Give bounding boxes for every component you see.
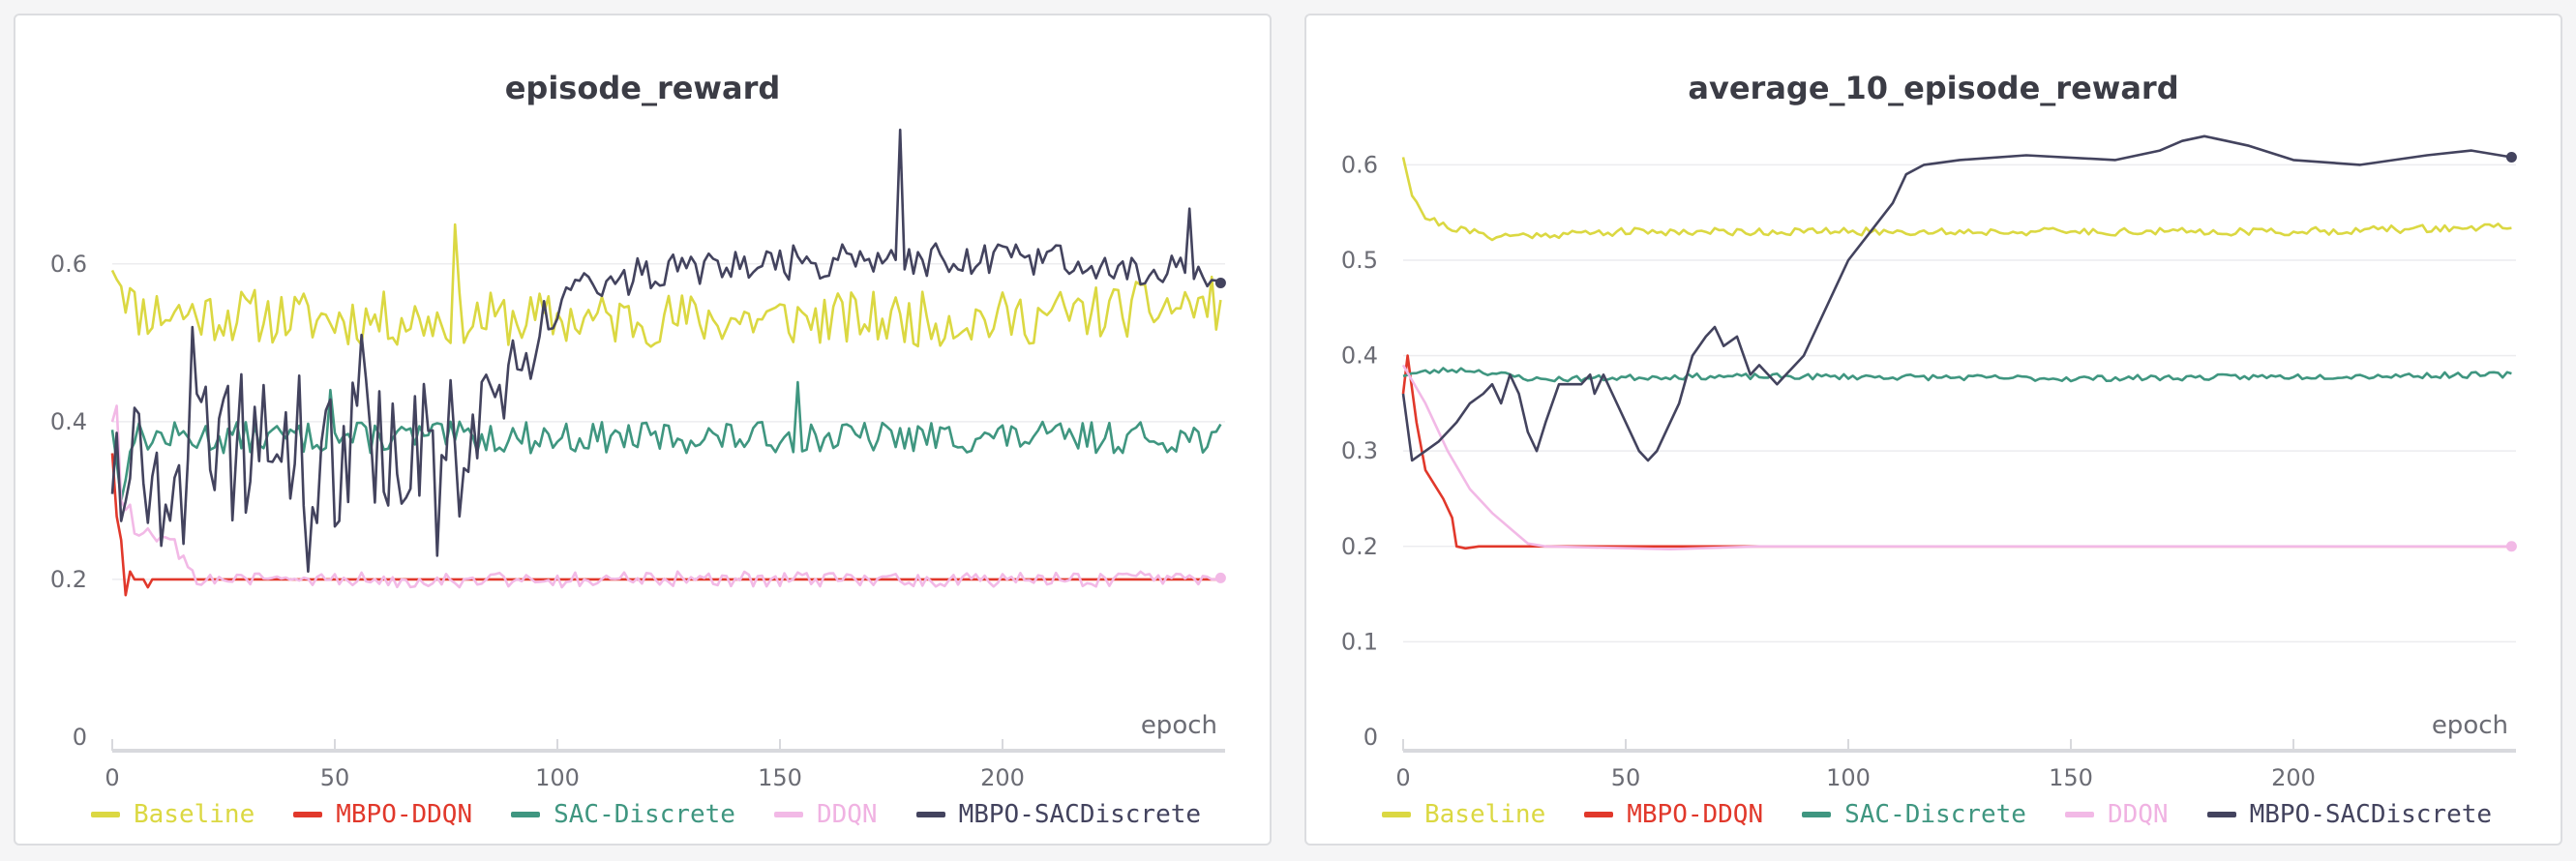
series-line-mbpo-ddqn (110, 453, 1221, 597)
legend-label: DDQN (2107, 800, 2169, 829)
legend-item-baseline[interactable]: Baseline (1382, 800, 1545, 829)
legend-swatch (1584, 812, 1614, 817)
x-tick-label: 150 (2049, 764, 2093, 791)
x-tick-label: 200 (2271, 764, 2316, 791)
x-axis-title: epoch (1141, 711, 1217, 740)
legend-label: MBPO-SACDiscrete (2249, 800, 2493, 829)
y-tick-label: 0.3 (1341, 437, 1378, 464)
legend-label: MBPO-DDQN (336, 800, 473, 829)
series-end-point (1214, 277, 1226, 288)
series-end-point (2505, 151, 2517, 163)
legend-item-mbpo-ddqn[interactable]: MBPO-DDQN (293, 800, 472, 829)
legend-item-mbpo-sacdiscrete[interactable]: MBPO-SACDiscrete (2206, 800, 2493, 829)
x-axis-title: epoch (2432, 711, 2508, 740)
y-tick-label: 0.2 (50, 566, 87, 593)
series-line-ddqn (1401, 364, 2512, 550)
x-tick-label: 0 (105, 764, 119, 791)
x-tick-label: 200 (980, 764, 1025, 791)
legend-item-baseline[interactable]: Baseline (91, 800, 255, 829)
series-line-ddqn (110, 404, 1221, 589)
series-line-mbpo-sacdiscrete (110, 128, 1222, 574)
x-tick-label: 50 (320, 764, 350, 791)
legend-label: Baseline (134, 800, 255, 829)
legend-label: SAC-Discrete (1844, 800, 2026, 829)
y-tick-label: 0.2 (1341, 533, 1378, 560)
chart-legend: Baseline MBPO-DDQN SAC-Discrete DDQN MBPO-SA… (1382, 797, 2492, 832)
average-10-episode-reward-chart: 0 0.1 0.2 0.3 0.4 0.5 0.6 0 50 100 150 200 epoch (1341, 134, 2517, 791)
chart-title: average_10_episode_reward (1688, 70, 2179, 106)
chart-title: episode_reward (504, 70, 781, 106)
series-line-baseline (1401, 157, 2512, 242)
series-line-baseline (110, 223, 1222, 348)
legend-item-sac-discrete[interactable]: SAC-Discrete (511, 800, 735, 829)
legend-swatch (511, 812, 541, 817)
legend-swatch (2206, 812, 2236, 817)
series-line-sac-discrete (1402, 367, 2512, 383)
chart-panel-average-10-episode-reward: average_10_episode_reward 0 0.1 0.2 0.3 0.4 0… (1304, 14, 2562, 846)
legend-item-mbpo-sacdiscrete[interactable]: MBPO-SACDiscrete (915, 800, 1202, 829)
y-tick-label: 0.6 (1341, 151, 1378, 178)
legend-swatch (293, 812, 323, 817)
y-tick-label: 0 (1363, 724, 1378, 751)
legend-label: MBPO-SACDiscrete (958, 800, 1202, 829)
episode-reward-chart: 0 0.2 0.4 0.6 0 50 100 150 200 epoch (50, 128, 1226, 791)
series-end-point (2505, 541, 2517, 552)
legend-item-ddqn[interactable]: DDQN (2064, 800, 2169, 829)
series-line-mbpo-ddqn (1401, 354, 2512, 550)
legend-swatch (1382, 812, 1411, 817)
legend-swatch (2064, 812, 2094, 817)
series-line-sac-discrete (110, 380, 1222, 502)
chart-legend: Baseline MBPO-DDQN SAC-Discrete DDQN MBPO-SA… (91, 797, 1201, 832)
x-tick-label: 100 (1826, 764, 1871, 791)
x-tick-label: 150 (758, 764, 802, 791)
legend-item-mbpo-ddqn[interactable]: MBPO-DDQN (1584, 800, 1763, 829)
y-tick-label: 0.6 (50, 251, 87, 278)
legend-label: SAC-Discrete (554, 800, 735, 829)
series-end-point (1214, 572, 1226, 583)
legend-swatch (773, 812, 803, 817)
legend-item-sac-discrete[interactable]: SAC-Discrete (1802, 800, 2026, 829)
y-tick-label: 0 (73, 724, 87, 751)
legend-label: DDQN (816, 800, 878, 829)
y-tick-label: 0.4 (1341, 342, 1378, 370)
legend-swatch (91, 812, 120, 817)
chart-panel-episode-reward: episode_reward 0 0.2 0.4 0.6 0 50 100 150 200 epo… (14, 14, 1272, 846)
legend-item-ddqn[interactable]: DDQN (773, 800, 878, 829)
y-tick-label: 0.4 (50, 408, 87, 435)
legend-label: MBPO-DDQN (1627, 800, 1764, 829)
legend-swatch (915, 812, 945, 817)
legend-label: Baseline (1424, 800, 1546, 829)
y-tick-label: 0.5 (1341, 247, 1378, 274)
y-tick-label: 0.1 (1341, 628, 1378, 655)
series-line-mbpo-sacdiscrete (1401, 134, 2512, 462)
x-tick-label: 0 (1395, 764, 1410, 791)
legend-swatch (1802, 812, 1832, 817)
x-tick-label: 50 (1611, 764, 1641, 791)
x-tick-label: 100 (535, 764, 580, 791)
